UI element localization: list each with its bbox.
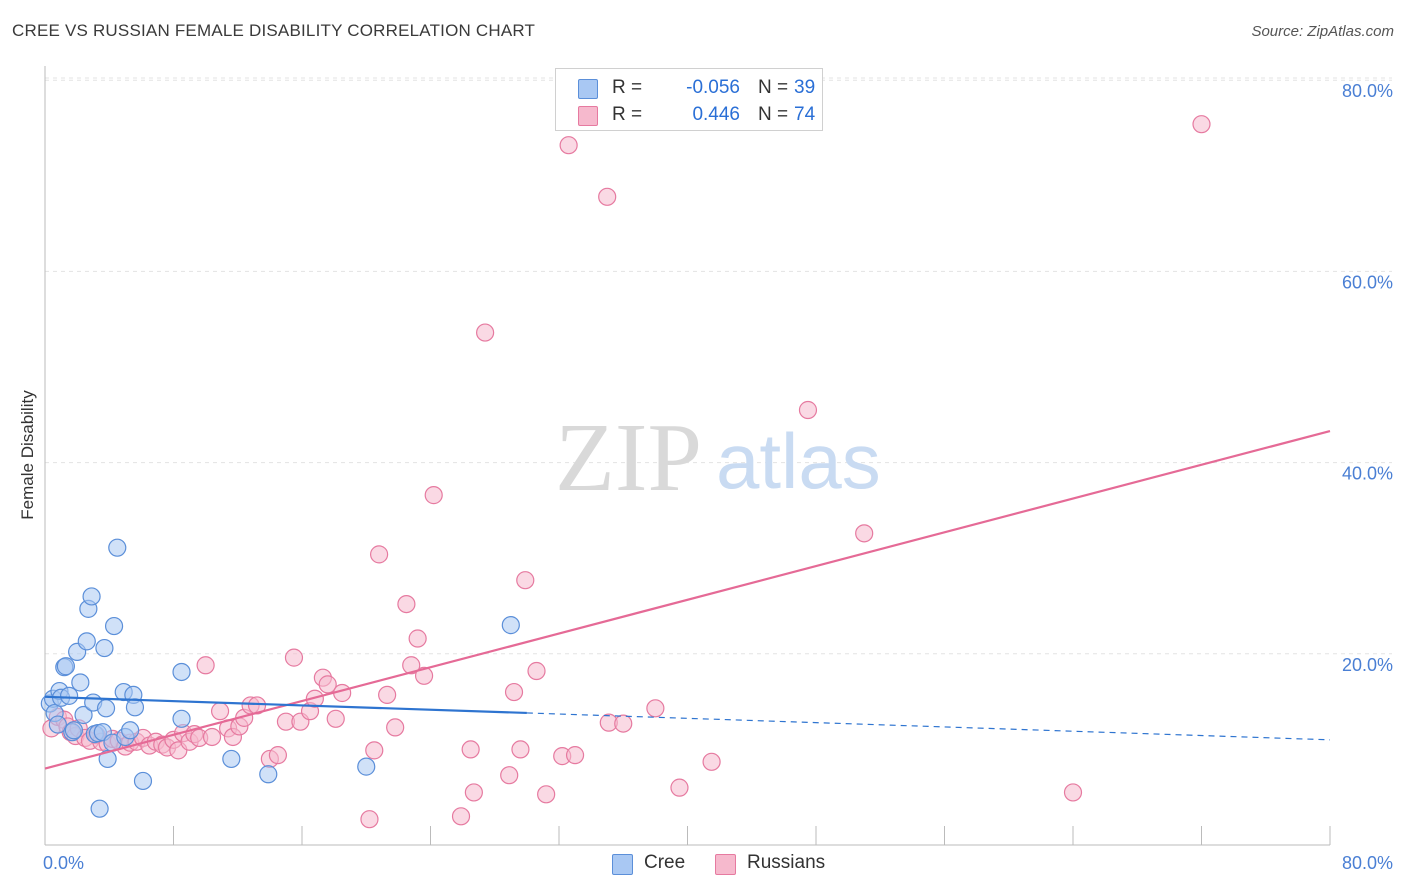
russians-point xyxy=(326,709,345,728)
russians-point xyxy=(500,766,519,785)
y-tick-label: 80.0% xyxy=(1342,81,1393,101)
russians-point xyxy=(397,594,416,614)
r-label: R = xyxy=(612,104,643,125)
cree-point xyxy=(95,638,114,658)
russians-point xyxy=(855,524,874,543)
russians-point xyxy=(414,666,434,685)
russians-point xyxy=(670,778,689,797)
tick-labels: 20.0% 40.0% 60.0% 80.0% 0.0% 80.0% xyxy=(43,81,1393,873)
russians-point xyxy=(702,752,721,771)
cree-legend-swatch xyxy=(612,854,633,875)
russians-point xyxy=(402,656,421,675)
cree-point xyxy=(59,686,79,705)
chart-title: CREE VS RUSSIAN FEMALE DISABILITY CORREL… xyxy=(12,21,536,40)
n-label: N = xyxy=(758,77,789,98)
x-tick-label: 80.0% xyxy=(1342,853,1393,873)
cree-point xyxy=(74,705,93,725)
y-tick-label: 40.0% xyxy=(1342,464,1393,484)
russians-point xyxy=(614,714,633,733)
russians-point xyxy=(476,323,495,342)
cree-points xyxy=(40,538,520,818)
trend-lines xyxy=(44,429,1331,770)
y-tick-label: 60.0% xyxy=(1342,272,1393,292)
cree-point xyxy=(48,715,67,734)
cree-point xyxy=(501,616,520,635)
x-tick-label: 0.0% xyxy=(43,853,84,873)
cree-trend-line xyxy=(44,695,527,715)
cree-n-value: 39 xyxy=(794,77,816,98)
cree-point xyxy=(96,699,116,718)
russians-r-value: 0.446 xyxy=(692,104,740,125)
cree-point xyxy=(108,538,127,557)
russians-point xyxy=(360,810,379,829)
russians-point xyxy=(565,746,585,765)
cree-point xyxy=(259,765,278,784)
russians-point xyxy=(461,740,480,759)
russians-point xyxy=(370,545,389,564)
russians-n-value: 74 xyxy=(794,104,816,125)
russians-point xyxy=(196,656,215,675)
russians-point xyxy=(598,187,617,206)
cree-point xyxy=(172,709,191,728)
cree-point xyxy=(172,662,191,682)
cree-point xyxy=(71,673,90,692)
cree-point xyxy=(104,616,124,636)
russians-legend-label: Russians xyxy=(747,852,826,873)
cree-point xyxy=(121,721,140,740)
source-label: Source: ZipAtlas.com xyxy=(1251,23,1394,40)
cree-point xyxy=(125,698,145,717)
cree-point xyxy=(90,799,109,818)
russians-point xyxy=(511,740,530,759)
russians-point xyxy=(318,675,337,694)
russians-point xyxy=(516,571,535,590)
cree-swatch xyxy=(578,79,598,99)
russians-point xyxy=(386,718,405,737)
r-label: R = xyxy=(612,77,643,98)
cree-point xyxy=(357,757,376,776)
russians-point xyxy=(284,648,304,667)
russians-point xyxy=(365,741,384,760)
russians-legend-swatch xyxy=(715,854,736,875)
russians-point xyxy=(451,807,471,826)
russians-point xyxy=(504,682,524,702)
cree-trend-line-extension xyxy=(526,712,1331,741)
cree-point xyxy=(82,587,101,606)
russians-point xyxy=(268,746,288,765)
stats-legend: R = -0.056 N = 39 R = 0.446 N = 74 xyxy=(555,68,823,131)
russians-point xyxy=(202,727,222,747)
russians-point xyxy=(646,699,665,718)
russians-point xyxy=(210,702,230,721)
russians-point xyxy=(537,785,556,804)
watermark: ZIP atlas xyxy=(555,404,881,512)
n-label: N = xyxy=(758,104,789,125)
grid-lines xyxy=(45,77,1392,655)
y-axis-label: Female Disability xyxy=(18,390,37,520)
axes xyxy=(44,66,1331,846)
russians-point xyxy=(527,661,546,681)
russians-point xyxy=(559,136,578,155)
cree-point xyxy=(98,749,117,769)
russians-point xyxy=(1192,115,1211,134)
cree-point xyxy=(133,771,153,791)
russians-trend-line xyxy=(44,429,1331,770)
cree-r-value: -0.056 xyxy=(686,77,740,98)
russians-point xyxy=(408,629,427,648)
cree-point xyxy=(222,749,241,769)
russians-point xyxy=(424,486,443,505)
russians-point xyxy=(798,400,818,420)
russians-point xyxy=(464,783,483,802)
russians-point xyxy=(378,685,397,705)
cree-point xyxy=(56,657,75,676)
russians-swatch xyxy=(578,106,598,126)
russians-point xyxy=(1063,783,1083,802)
cree-point xyxy=(77,632,96,651)
cree-legend-label: Cree xyxy=(644,852,686,873)
y-tick-label: 20.0% xyxy=(1342,655,1393,675)
watermark-atlas: atlas xyxy=(716,417,881,505)
watermark-zip: ZIP xyxy=(555,404,702,512)
cree-point xyxy=(64,721,84,740)
